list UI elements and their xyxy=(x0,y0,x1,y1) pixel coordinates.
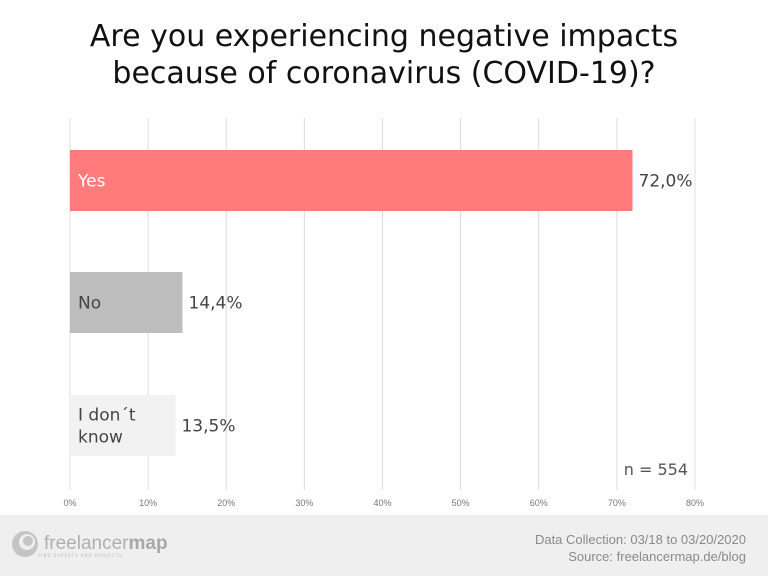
category-label: I don´t xyxy=(78,406,136,426)
category-label: No xyxy=(78,294,101,314)
x-tick-label: 50% xyxy=(452,498,470,508)
x-tick-label: 20% xyxy=(217,498,235,508)
logo-globe-icon xyxy=(12,531,38,557)
footer: freelancermap FIND EXPERTS AND PROJECTS … xyxy=(0,515,768,576)
chart-title: Are you experiencing negative impacts be… xyxy=(0,18,768,92)
bar-1 xyxy=(70,150,633,211)
data-label: 72,0% xyxy=(639,172,693,192)
title-line-1: Are you experiencing negative impacts xyxy=(89,19,679,54)
x-tick-label: 10% xyxy=(139,498,157,508)
x-tick-label: 70% xyxy=(608,498,626,508)
data-label: 14,4% xyxy=(189,294,243,314)
title-line-2: because of coronavirus (COVID-19)? xyxy=(112,56,656,91)
bar-3 xyxy=(70,395,176,456)
category-label: know xyxy=(78,428,123,448)
x-tick-label: 80% xyxy=(686,498,704,508)
x-tick-label: 60% xyxy=(530,498,548,508)
sample-size-annotation: n = 554 xyxy=(624,460,688,479)
freelancermap-logo: freelancermap FIND EXPERTS AND PROJECTS xyxy=(10,529,168,559)
bar-2 xyxy=(70,272,183,333)
data-label: 13,5% xyxy=(181,417,235,437)
category-label: Yes xyxy=(77,172,106,192)
x-tick-label: 0% xyxy=(63,498,76,508)
source-text: Source: freelancermap.de/blog xyxy=(568,549,746,564)
x-tick-label: 30% xyxy=(295,498,313,508)
bar-chart: 0% 10% 20% 30% 40% 50% 60% 70% 80% Yes 72,0% No 14,4… xyxy=(63,118,704,508)
data-collection-text: Data Collection: 03/18 to 03/20/2020 xyxy=(534,532,746,547)
x-tick-label: 40% xyxy=(373,498,391,508)
